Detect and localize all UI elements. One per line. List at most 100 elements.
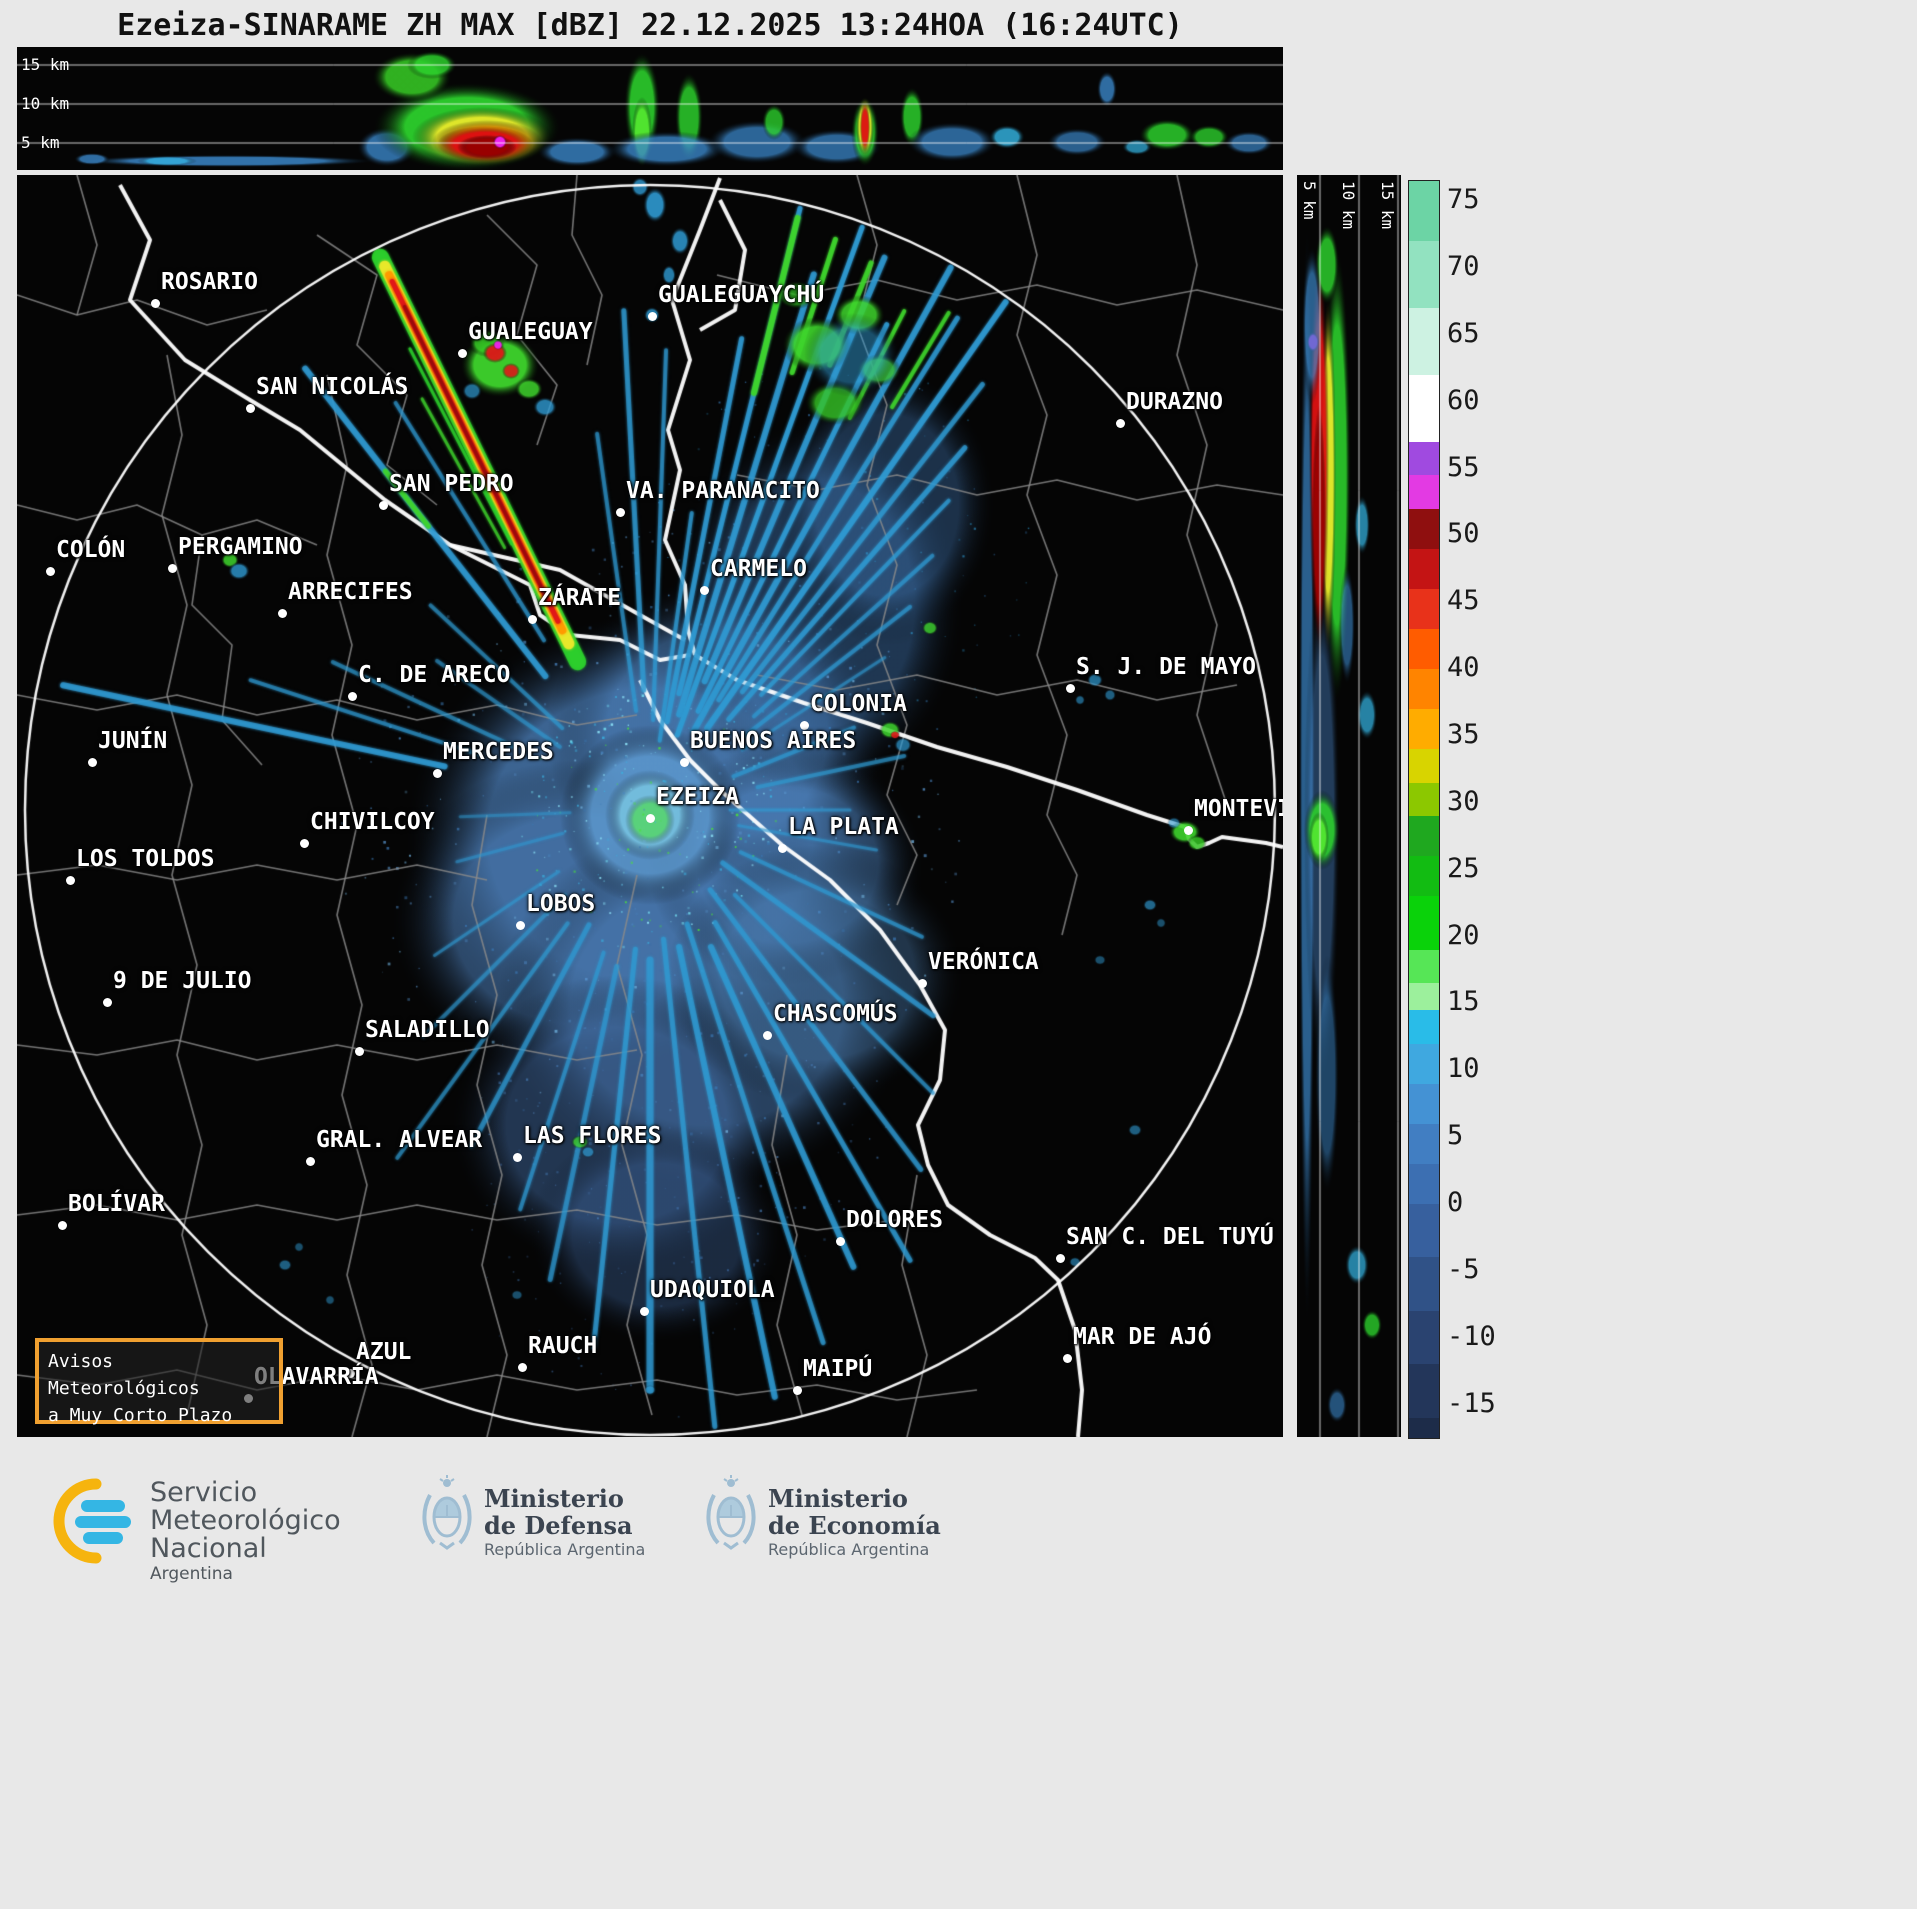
city-dot	[348, 692, 357, 701]
colorbar-tick-label: -5	[1447, 1253, 1480, 1285]
city-label: DURAZNO	[1126, 389, 1223, 415]
defensa-emblem-group	[420, 1475, 474, 1555]
colorbar-segment	[1409, 475, 1439, 510]
city-label: CARMELO	[710, 556, 807, 582]
right-profile-canvas	[1297, 175, 1401, 1437]
city-label: GUALEGUAYCHÚ	[658, 282, 825, 308]
colorbar-segment	[1409, 1010, 1439, 1044]
colorbar-segment	[1409, 1043, 1439, 1085]
economia-wordmark: Ministerio de Economía República Argenti…	[768, 1485, 941, 1561]
city-label: CHASCOMÚS	[773, 1001, 898, 1027]
axis-label-10km-vert: 10 km	[1339, 181, 1358, 230]
smn-line-3: Nacional	[150, 1533, 267, 1564]
colorbar-tick-label: 35	[1447, 718, 1480, 750]
right-altitude-profile-panel: 5 km 10 km 15 km	[1297, 175, 1401, 1437]
city-label: 9 DE JULIO	[113, 968, 252, 994]
colorbar-segment	[1409, 508, 1439, 550]
city-label: BUENOS AIRES	[690, 728, 857, 754]
city-dot	[458, 349, 467, 358]
city-dot	[518, 1363, 527, 1372]
city-dot	[151, 299, 160, 308]
colorbar-tick-label: 40	[1447, 652, 1480, 684]
page-title: Ezeiza-SINARAME ZH MAX [dBZ] 22.12.2025 …	[117, 8, 1183, 43]
city-label: ARRECIFES	[288, 579, 413, 605]
colorbar-tick-label: 50	[1447, 518, 1480, 550]
colorbar-tick-label: 20	[1447, 919, 1480, 951]
smn-sub: Argentina	[150, 1564, 233, 1584]
colorbar-segment	[1409, 896, 1439, 951]
smn-logo-icon	[53, 1478, 131, 1564]
axis-label-5km-vert: 5 km	[1300, 181, 1319, 220]
city-dot	[1063, 1354, 1072, 1363]
colorbar-tick-label: 25	[1447, 852, 1480, 884]
colorbar-segment	[1409, 816, 1439, 857]
city-dot	[278, 609, 287, 618]
city-label: COLÓN	[56, 537, 126, 563]
city-label: JUNÍN	[98, 728, 168, 754]
city-label: RAUCH	[528, 1333, 598, 1359]
city-dot	[640, 1307, 649, 1316]
smn-line-2: Meteorológico	[150, 1505, 341, 1536]
colorbar-segment	[1409, 548, 1439, 590]
city-dot	[778, 844, 787, 853]
city-label: C. DE ARECO	[358, 662, 511, 688]
radar-map-panel: ROSARIO GUALEGUAYCHÚ GUALEGUAY SAN NICOLÁS D…	[17, 175, 1283, 1437]
city-label: AZUL	[356, 1339, 412, 1365]
top-altitude-profile-panel: 15 km 10 km 5 km	[17, 47, 1283, 170]
economia-sub: República Argentina	[768, 1540, 930, 1559]
city-label: BOLÍVAR	[68, 1191, 165, 1217]
short-term-warnings-overlay[interactable]: Avisos Meteorológicos a Muy Corto Plazo	[35, 1338, 283, 1426]
city-dot	[763, 1031, 772, 1040]
axis-label-10km: 10 km	[21, 94, 70, 113]
city-dot	[58, 1221, 67, 1230]
city-label: SAN NICOLÁS	[256, 374, 409, 400]
city-dot	[1184, 826, 1193, 835]
economia-emblem-group	[704, 1475, 758, 1555]
city-dot	[300, 839, 309, 848]
city-dot	[355, 1047, 364, 1056]
colorbar-tick-label: 60	[1447, 384, 1480, 416]
city-dot	[433, 769, 442, 778]
city-label: ZÁRATE	[538, 585, 622, 611]
city-dot	[1056, 1254, 1065, 1263]
argentina-coat-of-arms-icon	[706, 1475, 756, 1550]
dbz-colorbar	[1408, 180, 1440, 1439]
colorbar-tick-label: -15	[1447, 1387, 1496, 1419]
colorbar-segment	[1409, 856, 1439, 897]
city-label: MONTEVIDEO	[1194, 796, 1283, 822]
city-dot	[246, 404, 255, 413]
colorbar-segment	[1409, 181, 1439, 242]
city-label: VERÓNICA	[928, 949, 1039, 975]
colorbar-segment	[1409, 441, 1439, 476]
colorbar-tick-label: 5	[1447, 1120, 1464, 1152]
colorbar-tick-label: 55	[1447, 451, 1480, 483]
city-dot	[700, 586, 709, 595]
city-label: LAS FLORES	[523, 1123, 662, 1149]
colorbar-segment	[1409, 1310, 1439, 1365]
colorbar-segment	[1409, 782, 1439, 817]
alert-line-2: a Muy Corto Plazo	[48, 1405, 233, 1426]
city-label: LA PLATA	[788, 814, 899, 840]
colorbar-segment	[1409, 949, 1439, 984]
axis-label-15km: 15 km	[21, 55, 70, 74]
colorbar-tick-label: 70	[1447, 250, 1480, 282]
defensa-wordmark: Ministerio de Defensa República Argentin…	[484, 1485, 645, 1561]
city-label: LOS TOLDOS	[76, 846, 215, 872]
city-label: SAN C. DEL TUYÚ	[1066, 1224, 1274, 1250]
city-dot	[168, 564, 177, 573]
colorbar-segment	[1409, 1257, 1439, 1312]
colorbar-tick-label: 15	[1447, 986, 1480, 1018]
city-label: VA. PARANACITO	[626, 478, 820, 504]
axis-label-15km-vert: 15 km	[1378, 181, 1397, 230]
colorbar-segment	[1409, 1083, 1439, 1125]
economia-line-1: Ministerio	[768, 1484, 908, 1513]
city-dot	[680, 758, 689, 767]
city-label: SAN PEDRO	[389, 471, 514, 497]
city-label: GUALEGUAY	[468, 319, 593, 345]
footer: Servicio Meteorológico Nacional Argentin…	[0, 1437, 1917, 1909]
city-label: SALADILLO	[365, 1017, 490, 1043]
colorbar-tick-label: 10	[1447, 1053, 1480, 1085]
colorbar-tick-label: 75	[1447, 184, 1480, 216]
colorbar-tick-label: 0	[1447, 1186, 1464, 1218]
